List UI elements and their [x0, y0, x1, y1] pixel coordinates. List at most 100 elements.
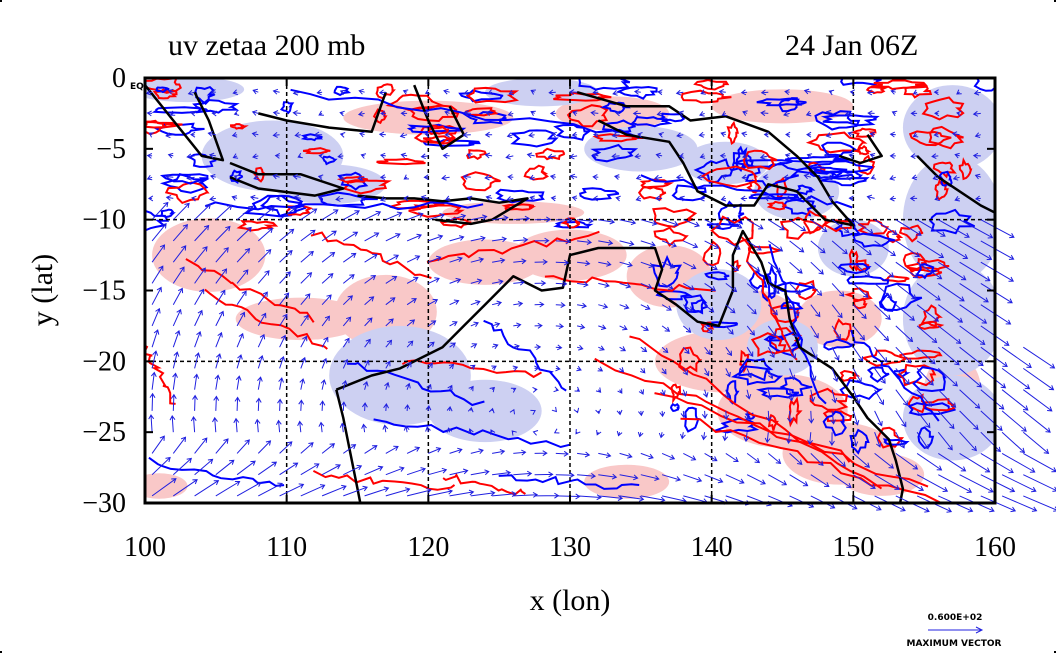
wind-vector-20 [569, 89, 578, 96]
wind-vector-76 [910, 110, 918, 117]
wind-vector-3 [210, 89, 216, 96]
wind-vector-35 [890, 89, 896, 95]
wind-vector-120 [146, 152, 153, 159]
wind-vector-581 [510, 387, 517, 393]
wind-vector-50 [357, 111, 365, 117]
wind-vector-315 [895, 240, 921, 258]
wind-vector-228 [740, 195, 748, 202]
wind-vector-443 [215, 310, 225, 327]
wind-vector-373 [428, 277, 440, 284]
wind-vector-234 [866, 194, 875, 201]
wind-vector-728 [959, 452, 991, 473]
wind-vector-343 [640, 261, 655, 269]
wind-vector-0 [145, 89, 153, 96]
wind-vector-231 [804, 195, 811, 202]
wind-vector-196 [911, 174, 918, 181]
wind-vector-437 [938, 304, 964, 323]
wind-vector-656 [318, 421, 325, 433]
wind-vector-19 [548, 89, 556, 96]
wind-vector-466 [704, 325, 713, 334]
wind-vector-442 [194, 309, 203, 327]
wind-vector-157 [931, 153, 939, 160]
wind-vector-108 [741, 131, 748, 138]
wind-vector-402 [194, 288, 205, 305]
eastern-contour-4 [848, 248, 859, 272]
wind-vector-814 [1001, 495, 1038, 512]
tropical-contour-44 [766, 200, 787, 211]
wind-vector-723 [852, 453, 871, 468]
wind-vector-770 [959, 474, 994, 493]
wind-vector-66 [699, 111, 705, 117]
wind-vector-273 [853, 219, 874, 234]
wind-vector-571 [299, 378, 306, 390]
negative-shade-3 [902, 375, 995, 461]
wind-vector-642 [916, 410, 931, 429]
wind-vector-34 [866, 89, 875, 96]
coastline-2 [576, 90, 855, 227]
tropical-contour-119 [259, 194, 305, 218]
wind-vector-122 [186, 153, 195, 160]
wind-vector-238 [954, 196, 960, 202]
wind-vector-366 [279, 271, 291, 284]
wind-vector-213 [420, 194, 429, 201]
wind-vector-436 [916, 304, 940, 322]
wind-vector-14 [443, 88, 450, 95]
wind-vector-362 [194, 267, 206, 284]
wind-vector-527 [257, 354, 264, 369]
wind-vector-775 [173, 479, 198, 497]
wind-vector-36 [912, 89, 919, 95]
wind-vector-216 [485, 195, 493, 201]
wind-vector-276 [916, 219, 946, 237]
wind-vector-696 [279, 441, 293, 454]
wind-vector-356 [916, 261, 943, 280]
wind-vector-654 [275, 419, 282, 433]
y-tick-label: −25 [82, 417, 126, 448]
wind-vector-357 [938, 261, 967, 281]
wind-vector-139 [547, 153, 556, 160]
wind-vector-645 [980, 410, 1003, 431]
wind-vector-260 [577, 217, 594, 224]
wind-vector-88 [313, 131, 323, 138]
wind-vector-111 [806, 131, 812, 138]
wind-vector-689 [1022, 431, 1050, 455]
wind-vector-500 [576, 344, 584, 351]
wind-vector-702 [406, 446, 421, 454]
wind-vector-444 [236, 311, 246, 327]
wind-vector-679 [807, 432, 813, 445]
wind-vector-710 [577, 451, 591, 458]
wind-vector-468 [746, 325, 755, 336]
wind-vector-703 [428, 447, 442, 454]
wind-vector-210 [360, 195, 366, 202]
wind-vector-531 [342, 358, 349, 369]
eastern-contour-12 [822, 410, 853, 423]
coastline-9 [916, 155, 995, 214]
wind-vector-475 [895, 325, 914, 343]
wind-vector-705 [470, 448, 484, 455]
wind-vector-250 [364, 210, 382, 221]
wind-vector-323 [215, 247, 229, 263]
wind-vector-372 [406, 276, 419, 284]
wind-vector-580 [489, 386, 495, 393]
wind-vector-283 [215, 225, 231, 242]
wind-vector-289 [343, 231, 359, 242]
wind-vector-601 [937, 389, 957, 408]
wind-vector-319 [980, 240, 1015, 260]
wind-vector-457 [513, 322, 522, 329]
wind-vector-12 [402, 89, 409, 95]
wind-vector-784 [364, 486, 390, 497]
coastlines [145, 84, 995, 503]
wind-vector-462 [619, 325, 628, 331]
wind-vector-47 [292, 110, 301, 116]
wind-vector-537 [470, 364, 476, 370]
tropical-contour-70 [523, 164, 549, 181]
wind-vector-551 [767, 368, 774, 380]
wind-vector-535 [427, 362, 433, 369]
tropical-contour-11 [616, 85, 658, 100]
wind-vector-763 [810, 474, 830, 488]
negative-shade-2 [902, 262, 995, 376]
wind-vector-520 [1001, 346, 1032, 369]
streak-contour-7 [654, 392, 929, 488]
wind-vector-713 [640, 452, 654, 460]
wind-vector-627 [595, 408, 601, 415]
